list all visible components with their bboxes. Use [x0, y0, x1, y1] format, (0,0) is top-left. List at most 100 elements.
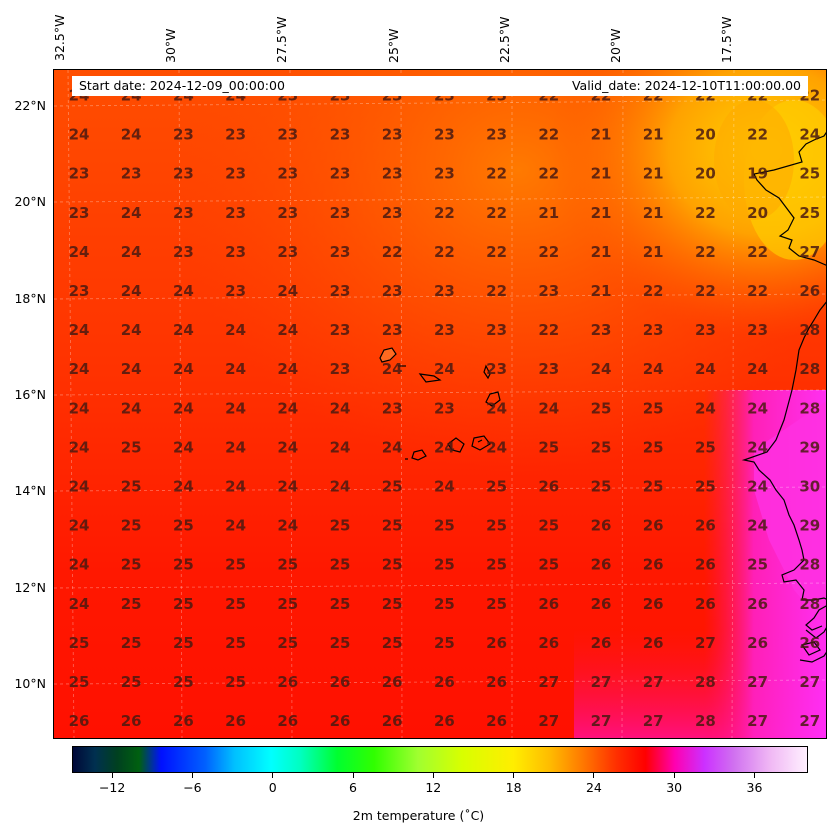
- grid-value-label: 27: [799, 712, 820, 730]
- grid-value-label: 26: [538, 595, 559, 613]
- grid-value-label: 24: [225, 399, 246, 417]
- grid-value-label: 24: [695, 360, 716, 378]
- grid-value-label: 26: [277, 673, 298, 691]
- grid-value-label: 26: [225, 712, 246, 730]
- grid-value-label: 26: [591, 556, 612, 574]
- grid-value-label: 24: [69, 595, 90, 613]
- grid-value-label: 27: [799, 243, 820, 261]
- grid-value-label: 23: [591, 321, 612, 339]
- grid-value-label: 24: [69, 478, 90, 496]
- grid-value-label: 24: [69, 399, 90, 417]
- grid-value-label: 29: [799, 517, 820, 535]
- grid-value-label: 27: [538, 712, 559, 730]
- grid-value-label: 25: [591, 478, 612, 496]
- grid-value-label: 23: [330, 165, 351, 183]
- grid-value-label: 27: [747, 673, 768, 691]
- grid-value-label: 24: [486, 438, 507, 456]
- grid-value-label: 26: [643, 634, 664, 652]
- grid-value-label: 22: [434, 243, 455, 261]
- grid-value-label: 25: [277, 634, 298, 652]
- grid-value-label: 24: [121, 360, 142, 378]
- grid-value-label: 25: [330, 634, 351, 652]
- grid-value-label: 23: [382, 204, 403, 222]
- grid-value-label: 24: [121, 321, 142, 339]
- grid-value-label: 21: [643, 243, 664, 261]
- grid-value-label: 25: [434, 517, 455, 535]
- grid-value-label: 26: [486, 634, 507, 652]
- grid-value-label: 23: [330, 126, 351, 144]
- grid-value-label: 23: [277, 126, 298, 144]
- grid-value-label: 22: [486, 282, 507, 300]
- colorbar-tick: [432, 773, 434, 778]
- grid-value-label: 24: [747, 478, 768, 496]
- grid-value-label: 25: [330, 517, 351, 535]
- colorbar-tick-label: 18: [505, 780, 522, 795]
- grid-value-label: 24: [277, 360, 298, 378]
- lat-label-20n: 20°N: [14, 194, 46, 209]
- grid-value-label: 24: [225, 478, 246, 496]
- colorbar: [72, 746, 808, 773]
- grid-value-label: 22: [538, 165, 559, 183]
- grid-value-label: 22: [486, 165, 507, 183]
- grid-value-label: 25: [330, 595, 351, 613]
- grid-value-label: 23: [434, 282, 455, 300]
- grid-value-label: 24: [747, 360, 768, 378]
- lon-label-25w: 25°W: [386, 28, 401, 63]
- grid-value-label: 22: [643, 282, 664, 300]
- grid-value-label: 21: [591, 204, 612, 222]
- grid-value-label: 20: [747, 204, 768, 222]
- grid-value-label: 22: [695, 243, 716, 261]
- coastline: [379, 131, 826, 663]
- grid-value-label: 25: [69, 673, 90, 691]
- grid-value-label: 23: [486, 126, 507, 144]
- grid-value-label: 26: [173, 712, 194, 730]
- grid-value-label: 19: [747, 165, 768, 183]
- grid-value-label: 28: [799, 360, 820, 378]
- grid-value-label: 25: [643, 478, 664, 496]
- grid-value-label: 25: [382, 517, 403, 535]
- grid-value-label: 27: [695, 634, 716, 652]
- grid-value-label: 26: [643, 595, 664, 613]
- grid-value-label: 25: [591, 438, 612, 456]
- grid-value-label: 21: [643, 204, 664, 222]
- grid-value-label: 25: [225, 595, 246, 613]
- grid-value-label: 24: [225, 517, 246, 535]
- grid-value-label: 26: [330, 673, 351, 691]
- grid-value-label: 24: [121, 204, 142, 222]
- grid-value-label: 27: [799, 673, 820, 691]
- grid-value-label: 26: [695, 556, 716, 574]
- grid-value-label: 26: [591, 634, 612, 652]
- grid-value-label: 25: [382, 478, 403, 496]
- grid-value-label: 27: [747, 712, 768, 730]
- lat-label-16n: 16°N: [14, 387, 46, 402]
- lon-label-22.5w: 22.5°W: [497, 16, 512, 63]
- grid-value-label: 24: [225, 438, 246, 456]
- grid-value-label: 25: [695, 438, 716, 456]
- grid-value-label: 25: [225, 634, 246, 652]
- lat-label-22n: 22°N: [14, 98, 46, 113]
- grid-value-label: 24: [121, 126, 142, 144]
- grid-value-label: 25: [121, 517, 142, 535]
- grid-value-label: 26: [538, 478, 559, 496]
- grid-value-label: 24: [434, 478, 455, 496]
- grid-value-label: 26: [277, 712, 298, 730]
- grid-value-label: 22: [695, 204, 716, 222]
- colorbar-tick: [753, 773, 755, 778]
- grid-value-label: 23: [330, 243, 351, 261]
- lon-label-17.5w: 17.5°W: [719, 16, 734, 63]
- grid-value-label: 24: [121, 282, 142, 300]
- grid-value-label: 24: [330, 399, 351, 417]
- grid-value-label: 21: [643, 126, 664, 144]
- grid-value-label: 24: [747, 438, 768, 456]
- grid-value-label: 26: [121, 712, 142, 730]
- grid-value-label: 25: [434, 595, 455, 613]
- grid-value-label: 26: [591, 517, 612, 535]
- grid-value-label: 24: [69, 438, 90, 456]
- grid-value-label: 28: [695, 712, 716, 730]
- grid-value-label: 21: [643, 165, 664, 183]
- grid-value-label: 25: [173, 517, 194, 535]
- grid-value-label: 24: [643, 360, 664, 378]
- grid-value-label: 22: [434, 204, 455, 222]
- grid-value-label: 22: [695, 282, 716, 300]
